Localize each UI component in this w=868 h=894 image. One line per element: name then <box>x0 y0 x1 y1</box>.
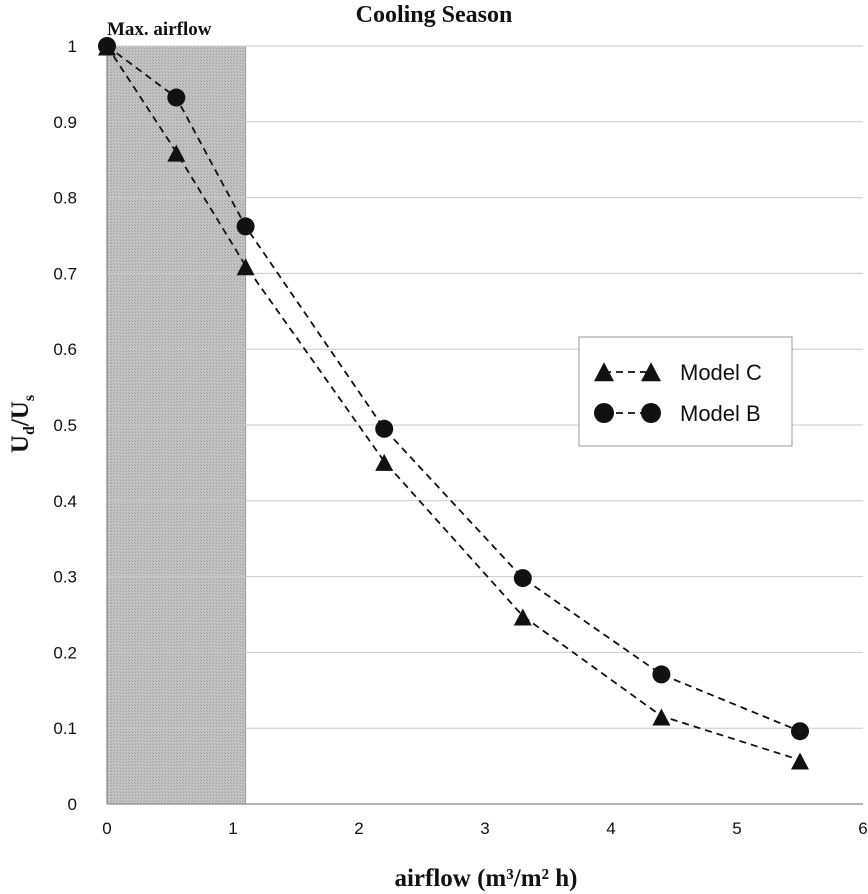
data-point-model-c <box>652 708 671 726</box>
legend-label-model-c: Model C <box>680 360 762 385</box>
y-tick-label: 0.4 <box>53 492 77 511</box>
y-tick-label: 0.9 <box>53 113 77 132</box>
data-point-model-b <box>375 419 394 438</box>
y-axis-title-sub-d: d <box>21 426 38 435</box>
x-tick-label: 5 <box>732 819 741 838</box>
x-tick-label: 3 <box>480 819 489 838</box>
y-tick-label: 0.7 <box>53 264 77 283</box>
legend-box <box>578 336 793 447</box>
series-model-b <box>98 37 809 741</box>
legend-marker-model-c <box>641 362 661 382</box>
data-point-model-b <box>236 217 255 236</box>
legend-item-model-b: Model B <box>594 401 761 426</box>
data-point-model-c <box>236 258 255 276</box>
y-axis-title: Ud/Us <box>7 395 38 453</box>
data-point-model-c <box>167 144 186 162</box>
legend: Model C Model B <box>578 336 793 447</box>
data-point-model-b <box>791 722 809 741</box>
x-tick-label: 4 <box>606 819 615 838</box>
y-tick-label: 0.5 <box>53 416 77 435</box>
y-tick-label: 0.8 <box>53 189 77 208</box>
legend-marker-model-c <box>594 362 614 382</box>
x-tick-label: 6 <box>858 819 867 838</box>
series-layer <box>98 37 809 770</box>
y-axis-title-sub-s: s <box>21 395 38 401</box>
y-tick-label: 1 <box>68 37 77 56</box>
y-axis-title-main: U <box>7 435 34 453</box>
legend-item-model-c: Model C <box>594 360 762 385</box>
y-axis-title-main-2: U <box>7 401 34 419</box>
tick-labels: 0 0.1 0.2 0.3 0.4 0.5 0.6 0.7 0.8 0.9 1 0 1 2 3 4 5 6 <box>53 37 867 838</box>
data-point-model-b <box>513 569 532 588</box>
legend-marker-model-b <box>594 403 614 423</box>
y-tick-label: 0.6 <box>53 340 77 359</box>
max-airflow-annotation: Max. airflow <box>107 19 212 40</box>
data-point-model-b <box>167 88 186 107</box>
x-tick-label: 1 <box>228 819 237 838</box>
data-point-model-c <box>375 453 394 471</box>
data-point-model-c <box>791 752 809 770</box>
y-tick-label: 0.1 <box>53 719 77 738</box>
data-point-model-b <box>98 37 116 55</box>
y-tick-label: 0.2 <box>53 643 77 662</box>
legend-label-model-b: Model B <box>680 401 761 426</box>
y-axis-title-sep: / <box>7 418 34 427</box>
chart-title: Cooling Season <box>356 2 513 28</box>
axes <box>106 46 863 805</box>
x-tick-label: 0 <box>102 819 111 838</box>
series-model-c <box>98 38 809 770</box>
x-axis-title: airflow (m³/m² h) <box>394 865 577 892</box>
y-tick-label: 0.3 <box>53 568 77 587</box>
y-tick-label: 0 <box>68 795 77 814</box>
x-tick-label: 2 <box>354 819 363 838</box>
legend-marker-model-b <box>641 403 661 423</box>
data-point-model-c <box>513 608 532 626</box>
data-point-model-b <box>652 665 671 684</box>
